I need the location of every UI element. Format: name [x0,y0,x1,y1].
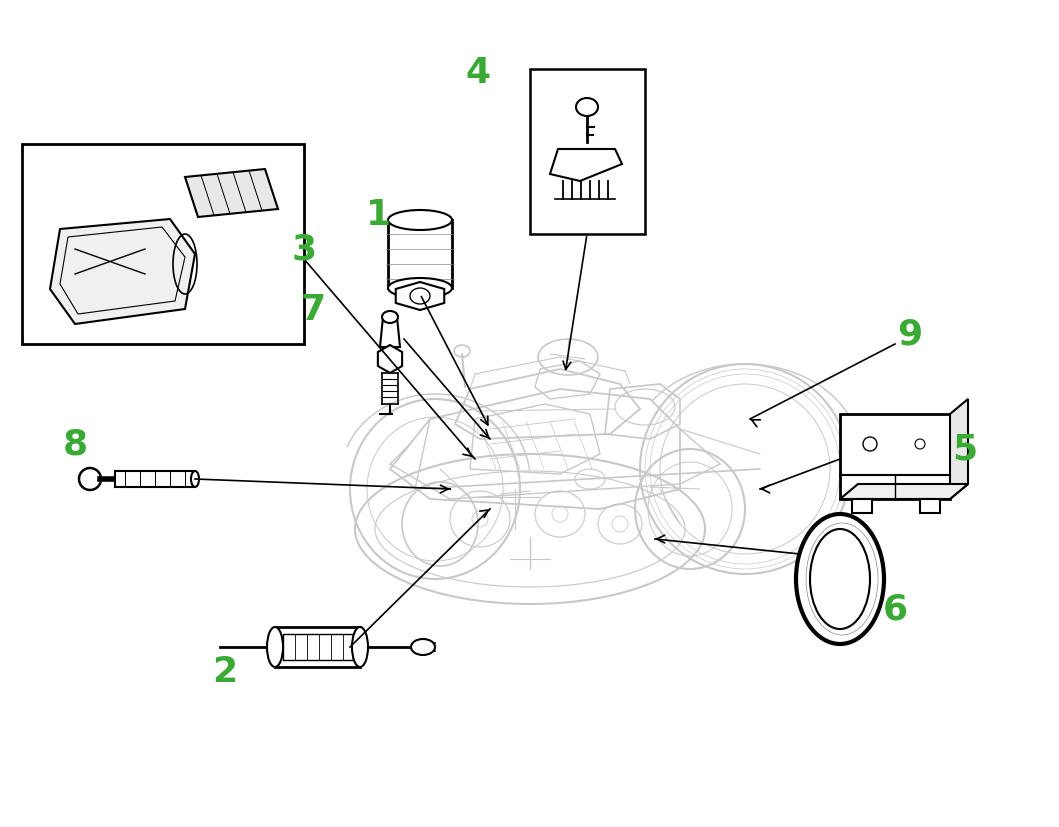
Bar [275,627,360,667]
Polygon shape [378,346,402,374]
Text: 2: 2 [213,654,237,688]
Ellipse shape [810,529,870,629]
Polygon shape [840,485,968,500]
Ellipse shape [191,471,199,487]
Bar [283,634,353,660]
Polygon shape [380,318,400,347]
Ellipse shape [796,514,884,644]
Polygon shape [396,283,444,311]
Text: 7: 7 [301,293,325,327]
Text: 9: 9 [897,318,922,351]
Ellipse shape [382,312,398,323]
Bar [115,471,195,487]
Polygon shape [950,399,968,500]
Bar [388,221,452,289]
Text: 6: 6 [882,592,908,626]
Bar [920,500,940,514]
Bar [852,500,872,514]
Text: 8: 8 [62,428,88,461]
Text: 5: 5 [952,433,977,466]
Ellipse shape [411,639,435,655]
Polygon shape [185,170,279,218]
Text: 1: 1 [365,198,391,232]
Text: 3: 3 [291,232,317,266]
Polygon shape [50,220,195,325]
Bar [840,414,950,500]
Ellipse shape [267,627,283,667]
Ellipse shape [352,627,367,667]
Ellipse shape [388,211,452,231]
Ellipse shape [79,468,101,490]
Text: 4: 4 [466,56,490,90]
Bar [22,145,304,345]
Ellipse shape [388,279,452,299]
Bar [530,70,645,235]
